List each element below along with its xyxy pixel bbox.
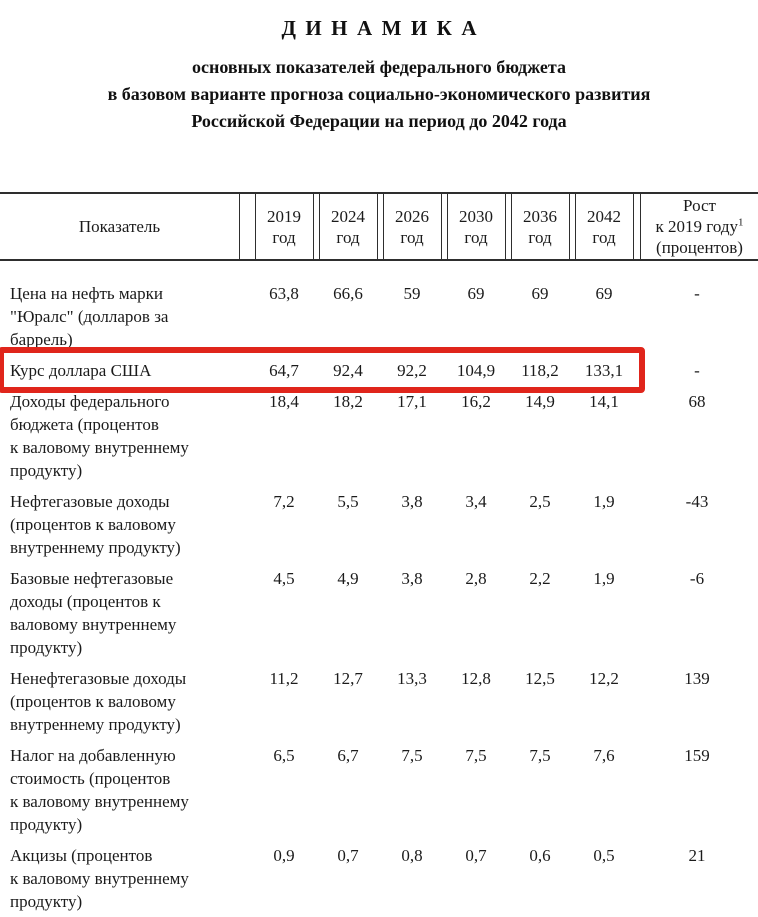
value-cell: 4,9: [337, 569, 359, 588]
value-cell: 2,5: [529, 492, 551, 511]
growth-header-line-3: (процентов): [656, 238, 743, 257]
growth-cell: 21: [688, 846, 706, 865]
table-row-federal-budget-revenues: Доходы федерального бюджета (процентов к…: [0, 390, 758, 482]
footnote-superscript: 1: [737, 216, 744, 229]
value-cell: 6,7: [337, 746, 359, 765]
value-cell: 12,8: [461, 669, 491, 688]
value-cell: 92,2: [397, 361, 427, 380]
table-body: Цена на нефть марки "Юралс" (долларов за…: [0, 261, 758, 913]
indicator-cell: Базовые нефтегазовые доходы (процентов к…: [10, 569, 177, 657]
growth-cell: -: [694, 284, 700, 303]
budget-indicators-table: Показатель 2019 год 2024 год 2026 год 20…: [0, 192, 758, 913]
value-cell: 12,7: [333, 669, 363, 688]
value-cell: 7,6: [593, 746, 615, 765]
table-header-row: Показатель 2019 год 2024 год 2026 год 20…: [0, 192, 758, 261]
indicator-cell: Налог на добавленную стоимость (проценто…: [10, 746, 189, 834]
value-cell: 5,5: [337, 492, 359, 511]
value-cell: 133,1: [584, 361, 624, 380]
subtitle-line-1: основных показателей федерального бюджет…: [192, 57, 566, 77]
growth-cell: 159: [684, 746, 710, 765]
table-row-urals-oil-price: Цена на нефть марки "Юралс" (долларов за…: [0, 282, 758, 351]
value-cell: 18,2: [333, 392, 363, 411]
growth-header-line-1: Рост: [683, 196, 716, 215]
column-header-year-2024: 2024 год: [318, 194, 378, 259]
value-cell: 7,5: [465, 746, 487, 765]
growth-cell: -6: [689, 569, 705, 588]
indicator-cell: Цена на нефть марки "Юралс" (долларов за…: [10, 284, 169, 349]
value-cell: 2,8: [465, 569, 487, 588]
value-cell: 18,4: [269, 392, 299, 411]
value-cell: 14,9: [525, 392, 555, 411]
value-cell: 1,9: [593, 569, 615, 588]
document-subtitle: основных показателей федерального бюджет…: [0, 54, 758, 135]
growth-header-line-2: к 2019 году1: [655, 216, 744, 236]
value-cell: 12,2: [589, 669, 619, 688]
value-cell: 13,3: [397, 669, 427, 688]
value-cell: 64,7: [269, 361, 299, 380]
value-cell: 0,6: [529, 846, 551, 865]
value-cell: 2,2: [529, 569, 551, 588]
value-cell: 3,8: [401, 492, 423, 511]
value-cell: 4,5: [273, 569, 295, 588]
value-cell: 7,5: [529, 746, 551, 765]
value-cell: 3,8: [401, 569, 423, 588]
indicator-cell: Доходы федерального бюджета (процентов к…: [10, 392, 189, 480]
table-row-excise-taxes: Акцизы (процентов к валовому внутреннему…: [0, 844, 758, 913]
value-cell: 59: [403, 284, 421, 303]
growth-cell: -: [694, 361, 700, 380]
value-cell: 118,2: [521, 361, 559, 380]
column-header-indicator: Показатель: [0, 194, 240, 259]
indicator-cell: Ненефтегазовые доходы (процентов к валов…: [10, 669, 187, 734]
value-cell: 14,1: [589, 392, 619, 411]
value-cell: 1,9: [593, 492, 615, 511]
column-header-growth: Рост к 2019 году1 (процентов): [640, 194, 758, 259]
column-header-year-2030: 2030 год: [446, 194, 506, 259]
value-cell: 0,7: [465, 846, 487, 865]
value-cell: 17,1: [397, 392, 427, 411]
value-cell: 0,8: [401, 846, 423, 865]
value-cell: 69: [595, 284, 613, 303]
column-header-year-2026: 2026 год: [382, 194, 442, 259]
subtitle-line-2: в базовом варианте прогноза социально-эк…: [107, 84, 651, 104]
table-row-base-oil-gas-revenues: Базовые нефтегазовые доходы (процентов к…: [0, 567, 758, 659]
value-cell: 12,5: [525, 669, 555, 688]
value-cell: 69: [531, 284, 549, 303]
value-cell: 6,5: [273, 746, 295, 765]
value-cell: 0,9: [273, 846, 295, 865]
table-row-oil-gas-revenues: Нефтегазовые доходы (процентов к валовом…: [0, 490, 758, 559]
growth-cell: 139: [684, 669, 710, 688]
growth-cell: 68: [688, 392, 706, 411]
indicator-cell: Нефтегазовые доходы (процентов к валовом…: [10, 492, 181, 557]
table-row-usd-exchange-rate: Курс доллара США 64,7 92,4 92,2 104,9 11…: [0, 347, 758, 393]
indicator-cell: Курс доллара США: [10, 361, 152, 380]
value-cell: 69: [467, 284, 485, 303]
value-cell: 7,5: [401, 746, 423, 765]
value-cell: 3,4: [465, 492, 487, 511]
value-cell: 11,2: [269, 669, 299, 688]
value-cell: 104,9: [456, 361, 496, 380]
column-header-year-2019: 2019 год: [254, 194, 314, 259]
column-header-year-2036: 2036 год: [510, 194, 570, 259]
column-header-year-2042: 2042 год: [574, 194, 634, 259]
subtitle-line-3: Российской Федерации на период до 2042 г…: [191, 111, 567, 131]
value-cell: 0,5: [593, 846, 615, 865]
table-row-vat: Налог на добавленную стоимость (проценто…: [0, 744, 758, 836]
table-row-non-oil-gas-revenues: Ненефтегазовые доходы (процентов к валов…: [0, 667, 758, 736]
indicator-cell: Акцизы (процентов к валовому внутреннему…: [10, 846, 189, 911]
growth-cell: -43: [685, 492, 709, 511]
value-cell: 66,6: [333, 284, 363, 303]
value-cell: 0,7: [337, 846, 359, 865]
value-cell: 92,4: [333, 361, 363, 380]
value-cell: 63,8: [269, 284, 299, 303]
value-cell: 16,2: [461, 392, 491, 411]
value-cell: 7,2: [273, 492, 295, 511]
page-title: ДИНАМИКА: [281, 16, 486, 40]
document-page: ДИНАМИКА основных показателей федерально…: [0, 16, 758, 917]
